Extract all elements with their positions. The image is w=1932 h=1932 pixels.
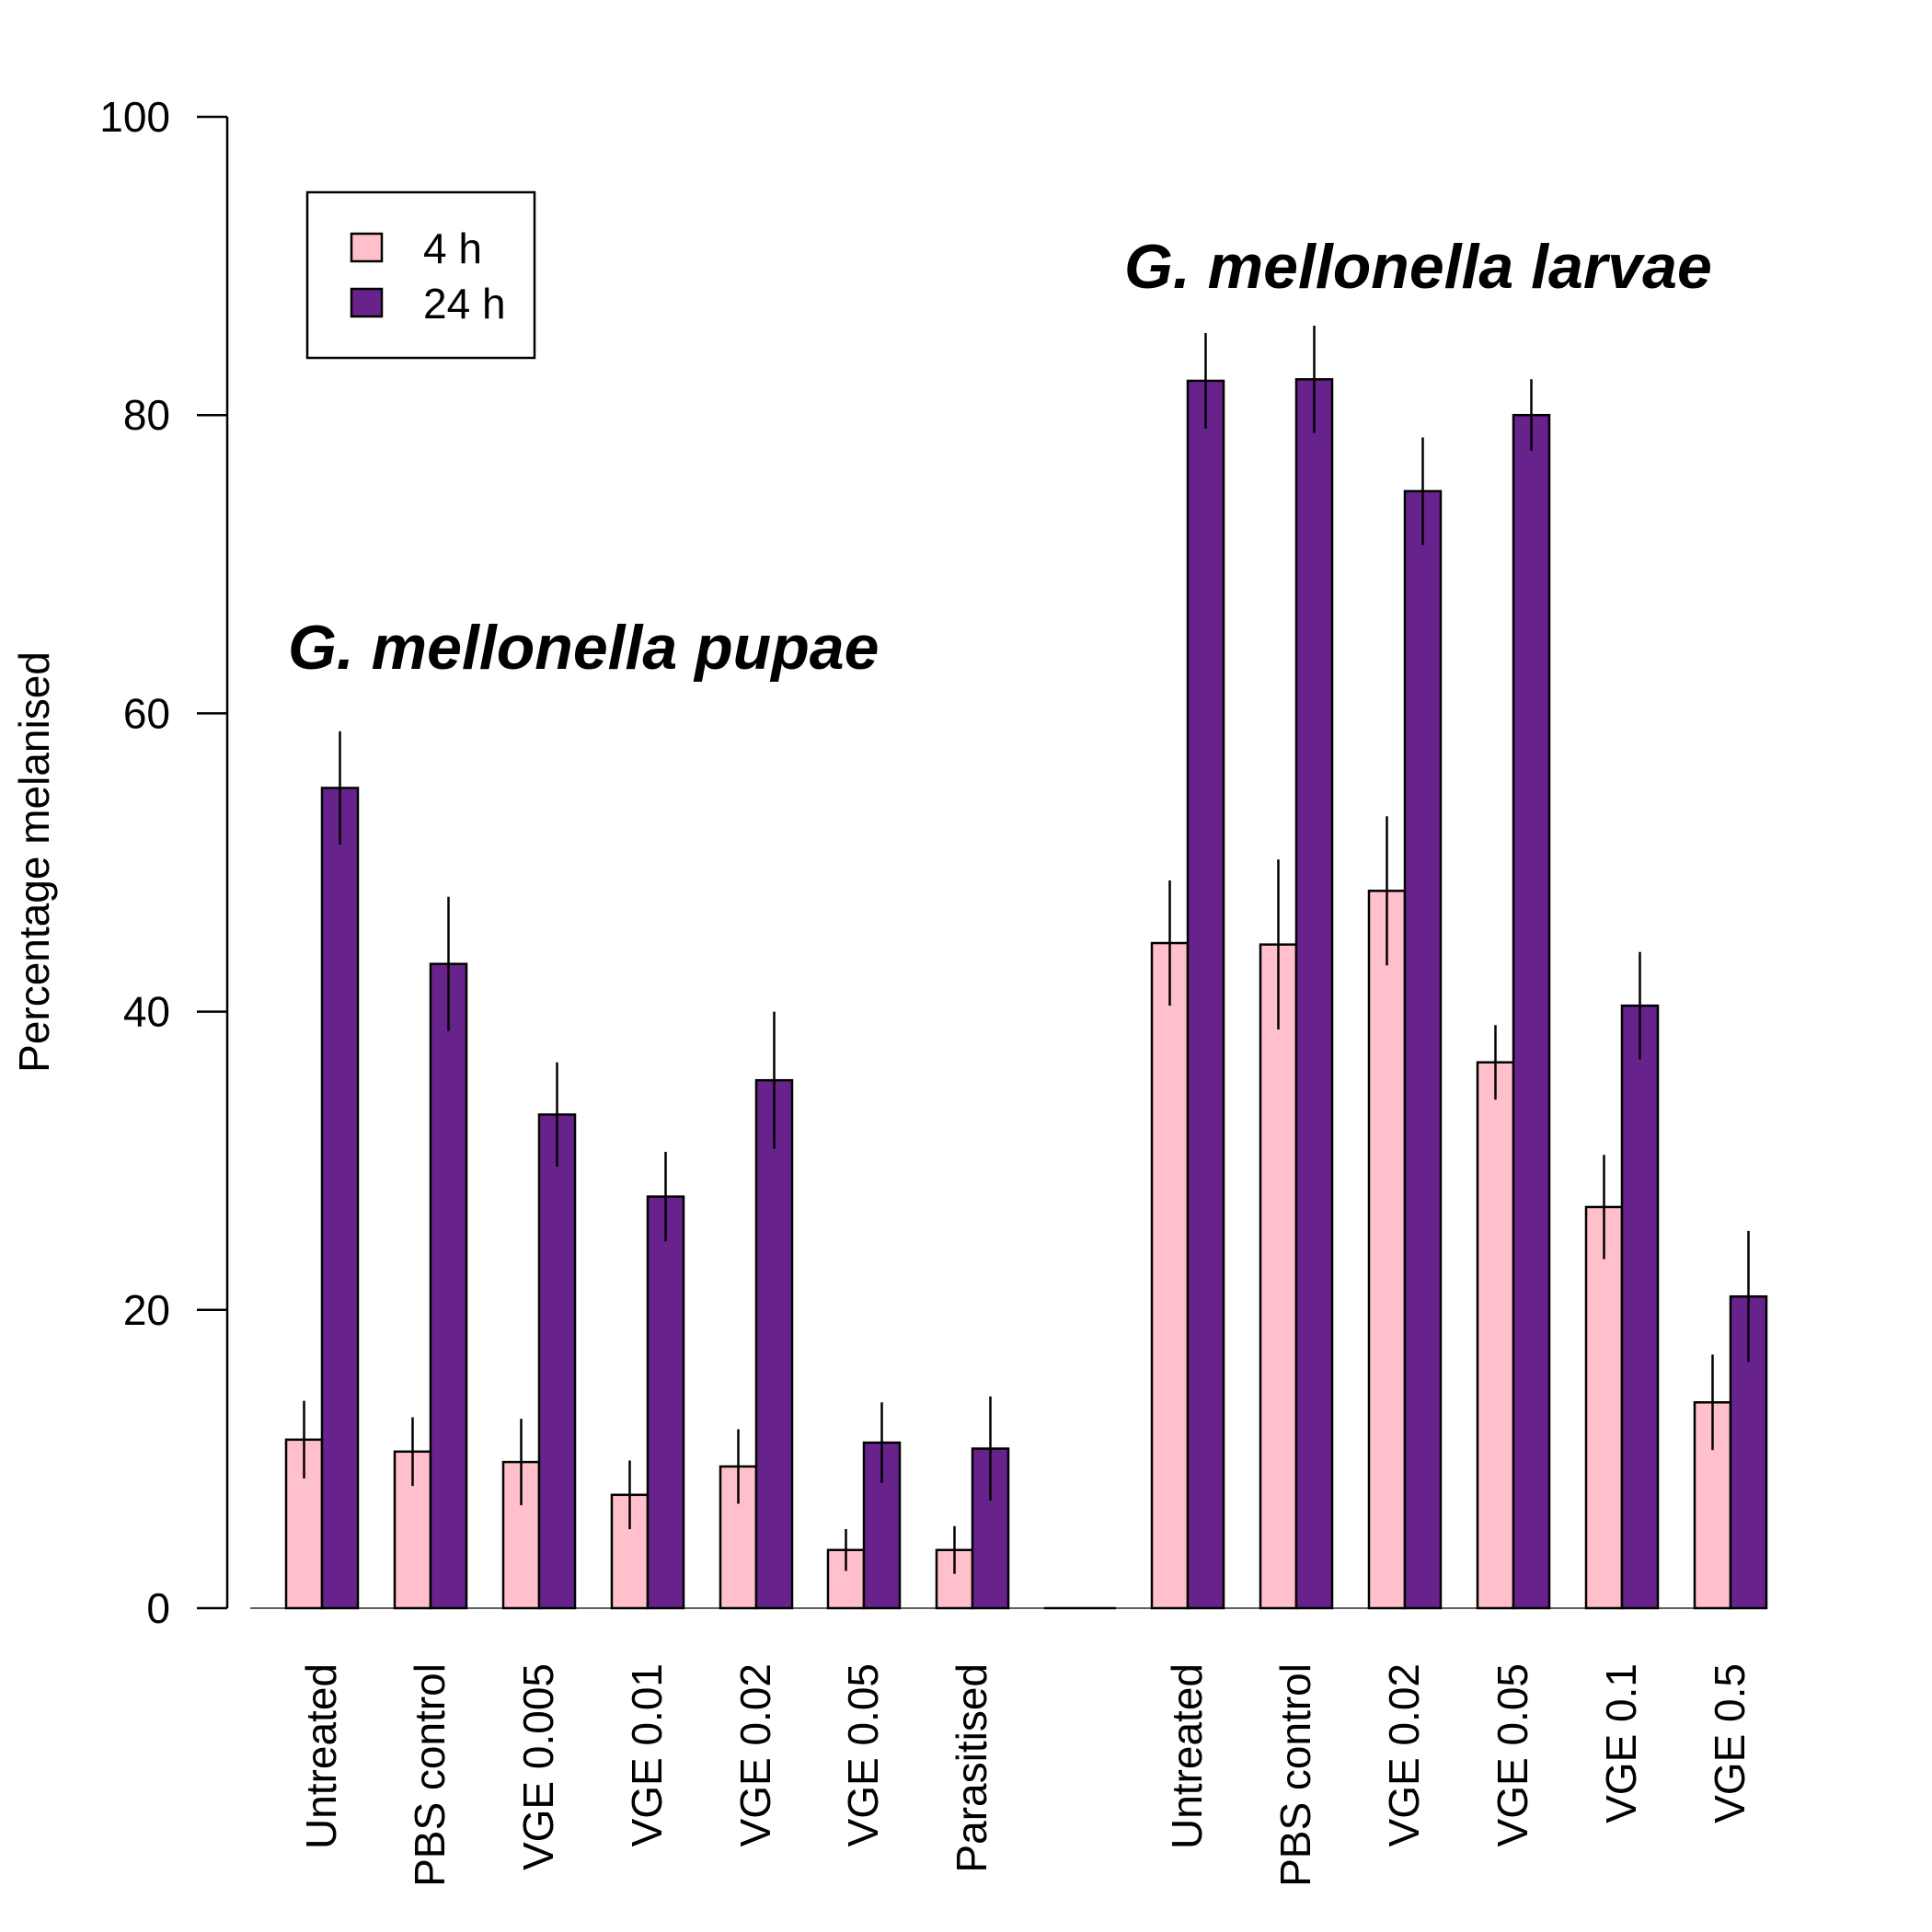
y-tick-label: 20 <box>123 1286 170 1334</box>
legend-label-4h: 4 h <box>423 224 482 272</box>
category-label: PBS control <box>1271 1663 1319 1887</box>
group-title-larvae: G. mellonella larvae <box>1124 232 1712 302</box>
category-label: VGE 0.1 <box>1597 1663 1645 1823</box>
category-label: VGE 0.005 <box>514 1663 562 1870</box>
bar-4h <box>1259 943 1298 1610</box>
y-tick-label: 80 <box>123 391 170 439</box>
category-label: Untreated <box>297 1663 345 1849</box>
y-axis: 0 20 40 60 80 100 <box>99 93 229 1632</box>
y-axis-title: Percentage melanised <box>10 651 58 1073</box>
bar-4h <box>1150 941 1190 1610</box>
category-label: PBS control <box>406 1663 454 1887</box>
bar-24h <box>429 962 468 1610</box>
bar-24h <box>320 787 360 1610</box>
legend-swatch-4h <box>350 232 384 263</box>
category-labels: Untreated PBS control VGE 0.005 VGE 0.01 VGE… <box>297 1663 1754 1887</box>
y-tick-label: 100 <box>99 93 170 141</box>
category-label: VGE 0.05 <box>839 1663 887 1846</box>
bar-24h <box>971 1447 1010 1610</box>
category-label: Parasitised <box>948 1663 995 1873</box>
bar-4h <box>1476 1061 1515 1610</box>
legend: 4 h 24 h <box>305 190 536 360</box>
bar-24h <box>1186 379 1225 1610</box>
legend-swatch-24h <box>350 287 384 318</box>
y-tick-label: 40 <box>123 988 170 1036</box>
bar-24h <box>1512 413 1551 1610</box>
bar-24h <box>1403 489 1443 1610</box>
legend-box <box>305 190 536 360</box>
bar-24h <box>537 1113 577 1610</box>
y-tick-label: 60 <box>123 689 170 737</box>
bar-4h <box>1584 1205 1624 1610</box>
bars <box>250 325 1768 1610</box>
category-label: VGE 0.01 <box>623 1663 671 1846</box>
category-label: Untreated <box>1163 1663 1211 1849</box>
legend-label-24h: 24 h <box>423 280 506 328</box>
category-label: VGE 0.5 <box>1706 1663 1754 1823</box>
bar-24h <box>646 1195 685 1610</box>
bar-24h <box>754 1078 794 1610</box>
category-label: VGE 0.05 <box>1489 1663 1536 1846</box>
category-label: VGE 0.02 <box>1380 1663 1428 1846</box>
group-title-pupae: G. mellonella pupae <box>288 613 879 683</box>
bar-24h <box>1294 378 1334 1610</box>
bar-4h <box>1367 890 1407 1610</box>
bar-24h <box>1620 1004 1660 1610</box>
category-label: VGE 0.02 <box>731 1663 779 1846</box>
y-tick-label: 0 <box>146 1584 170 1632</box>
